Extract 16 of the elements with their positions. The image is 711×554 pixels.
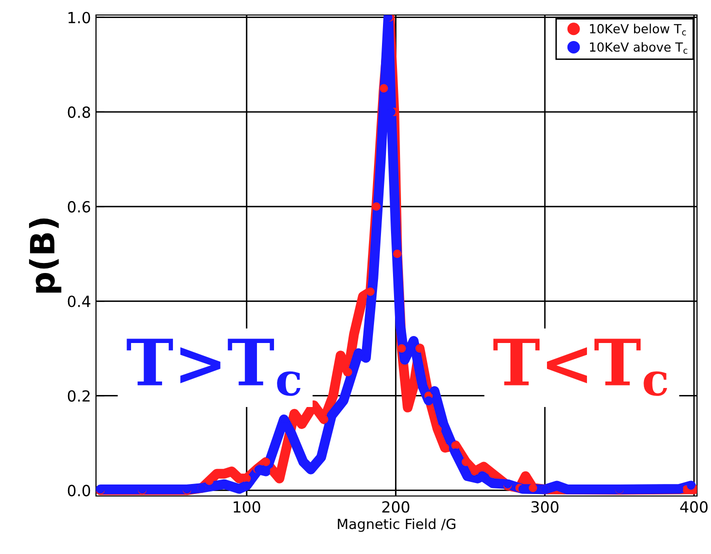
y-tick-label: 0.2 — [68, 390, 90, 402]
y-tick-label: 0.6 — [68, 201, 90, 213]
legend-label: 10KeV below T$_{c}$ — [590, 24, 686, 36]
legend-label: 10KeV above T$_{c}$ — [590, 42, 688, 54]
y-axis-title: p(B) — [29, 218, 62, 293]
x-tick-label: 400 — [680, 501, 708, 513]
x-tick-label: 100 — [234, 501, 260, 513]
x-tick-label: 200 — [382, 501, 410, 513]
annotation: T<T$_{c}$ — [493, 338, 668, 396]
x-tick-label: 300 — [531, 501, 558, 513]
x-axis-title: Magnetic Field /G — [338, 518, 456, 532]
y-tick-label: 0.4 — [68, 296, 90, 308]
y-tick-label: 1.0 — [68, 12, 90, 24]
annotation: T>T$_{c}$ — [126, 338, 300, 396]
y-tick-label: 0.8 — [68, 106, 90, 118]
y-tick-label: 0.0 — [68, 484, 90, 496]
